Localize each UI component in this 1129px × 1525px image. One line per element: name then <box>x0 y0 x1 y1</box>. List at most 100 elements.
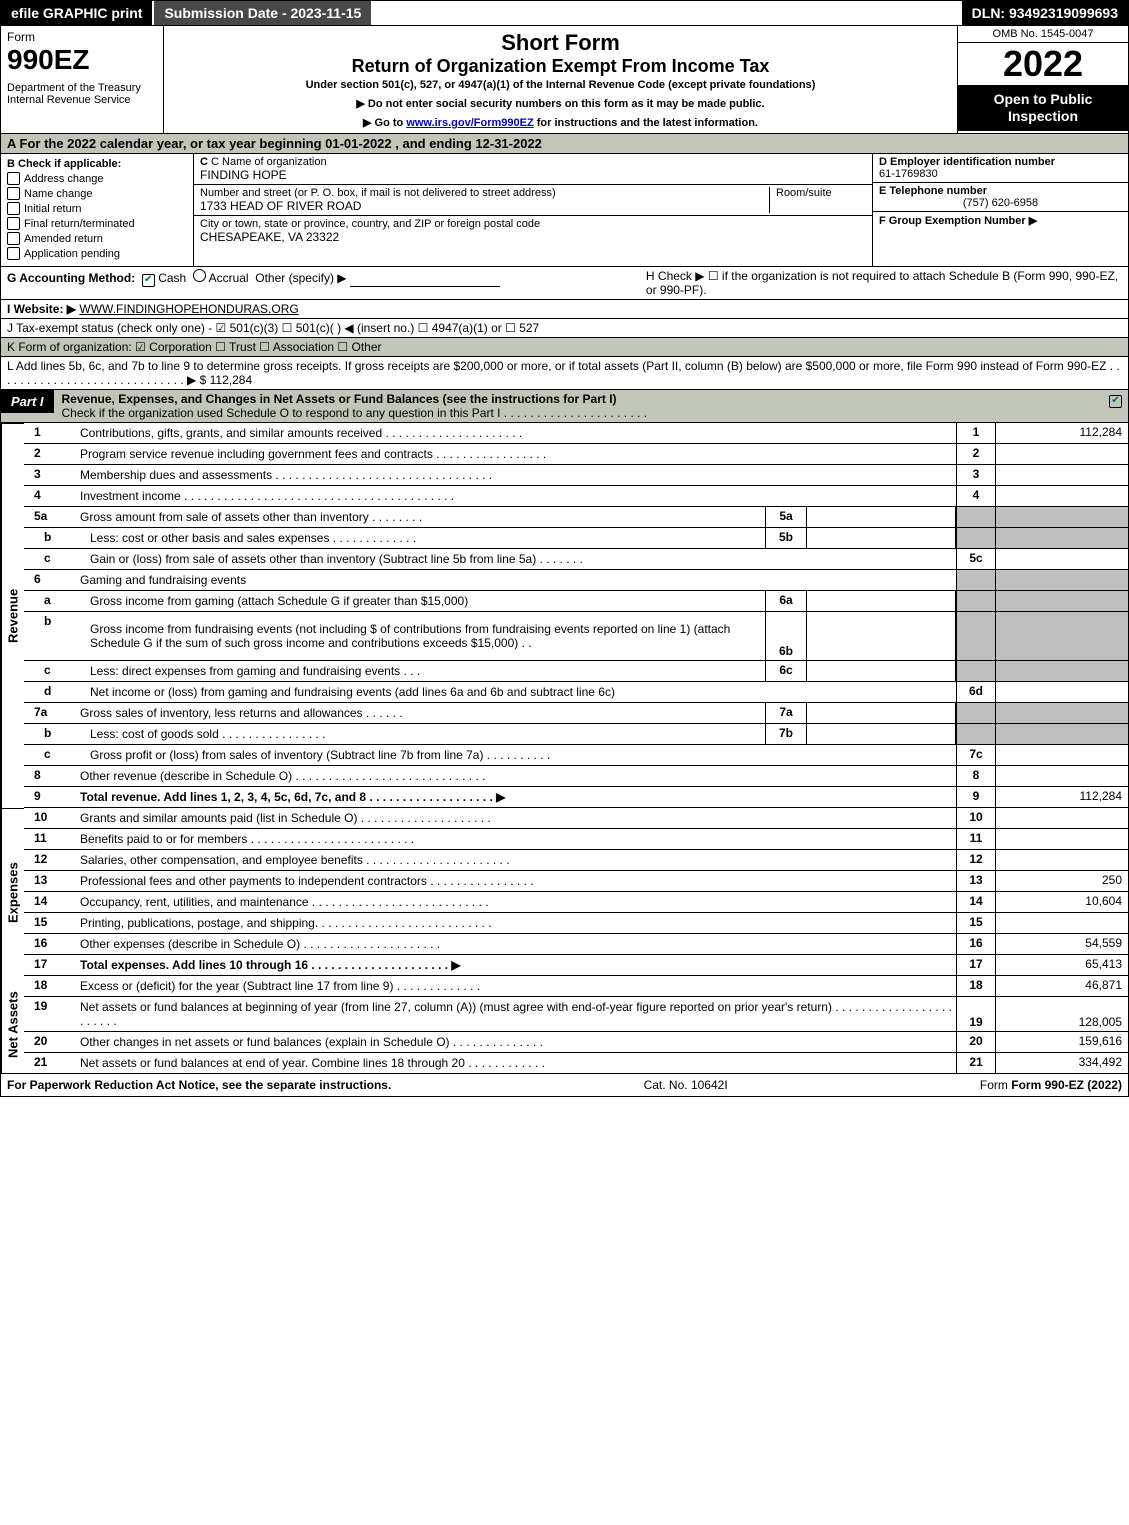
chk-accrual[interactable] <box>193 269 206 282</box>
line-label: Other changes in net assets or fund bala… <box>76 1032 956 1052</box>
line-5a: 5aGross amount from sale of assets other… <box>24 507 1128 528</box>
line-rval <box>996 465 1128 485</box>
line-rnum: 1 <box>956 423 996 443</box>
under-section-text: Under section 501(c), 527, or 4947(a)(1)… <box>170 79 951 91</box>
line-rval <box>996 724 1128 744</box>
checkbox-icon <box>7 247 20 260</box>
line-6d: dNet income or (loss) from gaming and fu… <box>24 682 1128 703</box>
line-6a: aGross income from gaming (attach Schedu… <box>24 591 1128 612</box>
chk-amended-return[interactable]: Amended return <box>7 232 187 245</box>
chk-label: Name change <box>24 188 93 200</box>
chk-initial-return[interactable]: Initial return <box>7 202 187 215</box>
line-rnum <box>956 570 996 590</box>
goto-pre: ▶ Go to <box>363 117 406 129</box>
irs-link[interactable]: www.irs.gov/Form990EZ <box>406 117 533 129</box>
line-rval: 65,413 <box>996 955 1128 975</box>
line-rnum <box>956 703 996 723</box>
section-g: G Accounting Method: Cash Accrual Other … <box>7 269 626 297</box>
department-label: Department of the Treasury Internal Reve… <box>7 82 157 106</box>
ssn-warning: ▶ Do not enter social security numbers o… <box>170 97 951 110</box>
line-label: Gaming and fundraising events <box>76 570 956 590</box>
chk-label: Amended return <box>24 233 103 245</box>
chk-cash[interactable] <box>142 274 155 287</box>
line-label: Less: cost or other basis and sales expe… <box>86 528 765 548</box>
line-num: 1 <box>24 423 76 443</box>
revenue-rows: 1Contributions, gifts, grants, and simil… <box>24 423 1128 808</box>
chk-label: Initial return <box>24 203 81 215</box>
schedule-o-checkbox[interactable] <box>1109 395 1122 408</box>
line-rval <box>996 486 1128 506</box>
line-label: Less: direct expenses from gaming and fu… <box>86 661 765 681</box>
line-rnum: 10 <box>956 808 996 828</box>
line-label: Professional fees and other payments to … <box>76 871 956 891</box>
page-footer: For Paperwork Reduction Act Notice, see … <box>0 1074 1129 1097</box>
revenue-side-label: Revenue <box>1 423 24 808</box>
line-rnum: 2 <box>956 444 996 464</box>
line-label: Printing, publications, postage, and shi… <box>76 913 956 933</box>
goto-post: for instructions and the latest informat… <box>534 117 758 129</box>
line-rnum: 18 <box>956 976 996 996</box>
section-c: C C Name of organization FINDING HOPE Nu… <box>194 154 872 266</box>
chk-final-return[interactable]: Final return/terminated <box>7 217 187 230</box>
line-label: Gross profit or (loss) from sales of inv… <box>86 745 956 765</box>
line-label: Contributions, gifts, grants, and simila… <box>76 423 956 443</box>
line-rval: 10,604 <box>996 892 1128 912</box>
line-16: 16Other expenses (describe in Schedule O… <box>24 934 1128 955</box>
section-l-value: 112,284 <box>210 373 253 387</box>
section-l-text: L Add lines 5b, 6c, and 7b to line 9 to … <box>7 359 1120 387</box>
line-num: 6 <box>24 570 76 590</box>
org-name-row: C C Name of organization FINDING HOPE <box>194 154 872 185</box>
line-label: Gain or (loss) from sale of assets other… <box>86 549 956 569</box>
line-midnum: 6a <box>765 591 807 611</box>
line-rnum <box>956 724 996 744</box>
chk-application-pending[interactable]: Application pending <box>7 247 187 260</box>
street-value: 1733 HEAD OF RIVER ROAD <box>200 199 361 213</box>
line-num: 21 <box>24 1053 76 1073</box>
city-row: City or town, state or province, country… <box>194 216 872 246</box>
line-num: 18 <box>24 976 76 996</box>
chk-name-change[interactable]: Name change <box>7 187 187 200</box>
line-7b: bLess: cost of goods sold . . . . . . . … <box>24 724 1128 745</box>
line-rnum: 15 <box>956 913 996 933</box>
line-label: Total expenses. Add lines 10 through 16 … <box>80 958 461 972</box>
website-value[interactable]: WWW.FINDINGHOPEHONDURAS.ORG <box>79 302 298 316</box>
line-num: b <box>24 724 86 744</box>
line-9: 9Total revenue. Add lines 1, 2, 3, 4, 5c… <box>24 787 1128 808</box>
chk-label: Address change <box>24 173 104 185</box>
line-rnum: 16 <box>956 934 996 954</box>
line-15: 15Printing, publications, postage, and s… <box>24 913 1128 934</box>
line-midnum: 6b <box>765 612 807 660</box>
line-num: 10 <box>24 808 76 828</box>
section-l: L Add lines 5b, 6c, and 7b to line 9 to … <box>0 357 1129 390</box>
line-midval <box>807 528 956 548</box>
line-num: 16 <box>24 934 76 954</box>
chk-address-change[interactable]: Address change <box>7 172 187 185</box>
line-rnum: 14 <box>956 892 996 912</box>
line-label: Less: cost of goods sold . . . . . . . .… <box>86 724 765 744</box>
line-rnum: 11 <box>956 829 996 849</box>
line-7c: cGross profit or (loss) from sales of in… <box>24 745 1128 766</box>
checkbox-icon <box>7 172 20 185</box>
other-specify-line[interactable] <box>350 274 500 287</box>
line-label: Other expenses (describe in Schedule O) … <box>76 934 956 954</box>
section-j: J Tax-exempt status (check only one) - ☑… <box>0 319 1129 338</box>
org-name-label: C Name of organization <box>211 156 327 168</box>
line-num: 19 <box>24 997 76 1031</box>
efile-print-label[interactable]: efile GRAPHIC print <box>1 1 152 25</box>
revenue-section: Revenue 1Contributions, gifts, grants, a… <box>0 423 1129 808</box>
section-h: H Check ▶ ☐ if the organization is not r… <box>646 269 1122 297</box>
line-1: 1Contributions, gifts, grants, and simil… <box>24 423 1128 444</box>
line-num: 12 <box>24 850 76 870</box>
info-block: B Check if applicable: Address change Na… <box>0 154 1129 267</box>
line-rval <box>996 507 1128 527</box>
line-7a: 7aGross sales of inventory, less returns… <box>24 703 1128 724</box>
dln-label: DLN: 93492319099693 <box>962 1 1128 25</box>
form-header: Form 990EZ Department of the Treasury In… <box>0 26 1129 134</box>
line-rnum: 20 <box>956 1032 996 1052</box>
footer-left: For Paperwork Reduction Act Notice, see … <box>7 1078 391 1092</box>
line-rnum <box>956 528 996 548</box>
telephone-value: (757) 620-6958 <box>879 197 1122 209</box>
line-label: Total revenue. Add lines 1, 2, 3, 4, 5c,… <box>80 790 505 804</box>
line-17: 17Total expenses. Add lines 10 through 1… <box>24 955 1128 976</box>
line-10: 10Grants and similar amounts paid (list … <box>24 808 1128 829</box>
